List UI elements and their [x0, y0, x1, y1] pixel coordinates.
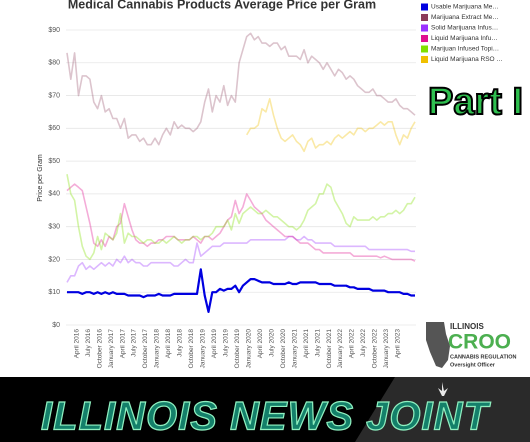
banner-title: ILLINOIS NEWS JOINT: [41, 395, 491, 439]
x-tick-label: January 2018: [154, 329, 161, 369]
legend-label: Liquid Marijuana RSO …: [431, 56, 503, 63]
series-line: [66, 174, 416, 261]
x-tick-label: April 2020: [257, 329, 264, 359]
x-tick-label: January 2023: [383, 329, 390, 369]
y-tick-label: $60: [48, 125, 60, 132]
x-tick-label: January 2017: [108, 329, 115, 369]
x-tick-label: October 2017: [142, 329, 149, 369]
x-tick-label: July 2019: [223, 329, 230, 357]
series-line: [66, 235, 415, 283]
y-tick-label: $10: [48, 289, 60, 296]
series-line: [67, 268, 415, 313]
x-tick-label: April 2021: [303, 329, 310, 359]
legend-swatch: [421, 14, 428, 21]
x-tick-label: October 2019: [234, 329, 241, 369]
y-tick-label: $0: [52, 322, 60, 329]
x-tick-label: July 2018: [177, 329, 184, 357]
y-tick-label: $30: [48, 224, 60, 231]
y-tick-label: $40: [48, 191, 60, 198]
x-tick-label: January 2019: [200, 329, 207, 369]
legend-label: Liquid Marijuana Infu…: [431, 35, 498, 42]
x-tick-label: January 2022: [337, 329, 344, 369]
series-line: [246, 98, 416, 153]
logo-line: Oversight Officer: [450, 362, 496, 368]
legend-swatch: [421, 45, 428, 53]
y-tick-label: $20: [48, 256, 60, 263]
y-tick-label: $80: [48, 60, 60, 67]
x-tick-label: January 2021: [291, 329, 298, 369]
x-tick-label: April 2023: [395, 329, 402, 359]
y-tick-label: $90: [48, 27, 60, 34]
y-tick-label: $50: [48, 158, 60, 165]
x-tick-label: April 2018: [165, 329, 172, 359]
legend-label: Solid Marijuana Infus…: [431, 25, 498, 32]
x-tick-label: October 2021: [326, 329, 333, 369]
legend-label: Marijuan Infused Topi…: [431, 46, 499, 53]
x-tick-label: April 2019: [211, 329, 218, 359]
x-tick-label: April 2017: [119, 329, 126, 359]
legend-label: Marijuana Extract Me…: [431, 14, 499, 21]
x-tick-label: April 2022: [349, 329, 356, 359]
y-tick-label: $70: [48, 92, 60, 99]
x-tick-label: July 2016: [85, 329, 92, 357]
x-tick-label: July 2022: [360, 329, 367, 357]
series-line: [66, 183, 416, 262]
x-tick-label: October 2020: [280, 329, 287, 369]
croo-logo: ILLINOIS CROO CANNABIS REGULATION Oversi…: [426, 322, 517, 368]
series-line: [66, 32, 416, 146]
chart-title: Medical Cannabis Products Average Price …: [68, 0, 376, 11]
x-tick-label: October 2018: [188, 329, 195, 369]
legend-swatch: [421, 3, 428, 11]
x-tick-label: October 2016: [96, 329, 103, 369]
legend-swatch: [421, 35, 428, 42]
x-tick-label: July 2020: [268, 329, 275, 357]
legend-swatch: [421, 24, 428, 32]
logo-line: CANNABIS REGULATION: [450, 354, 517, 360]
x-tick-label: October 2022: [372, 329, 379, 369]
logo-name: CROO: [448, 331, 511, 354]
leaf-icon: [438, 382, 448, 396]
legend-label: Usable Marijuana Me…: [431, 4, 499, 11]
x-tick-label: January 2020: [245, 329, 252, 369]
x-tick-label: April 2016: [73, 329, 80, 359]
state-shape: [426, 322, 450, 368]
x-tick-label: July 2017: [131, 329, 138, 357]
part-label: Part I: [428, 81, 523, 123]
banner-stripe: [355, 377, 530, 442]
logo-state: ILLINOIS: [450, 322, 484, 331]
legend-swatch: [421, 56, 428, 63]
y-axis-label: Price per Gram: [37, 154, 44, 202]
x-tick-label: July 2021: [314, 329, 321, 357]
plot: $0 $10 $20 $30 $40 $50 $60 $70 $80 $90 April 2016 J…: [48, 27, 416, 369]
